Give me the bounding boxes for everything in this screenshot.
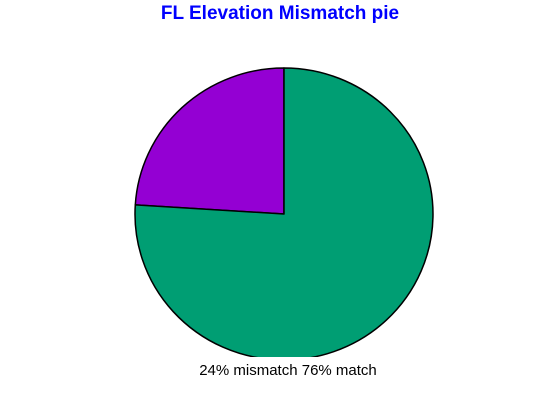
pie-slices [135, 68, 433, 360]
chart-title: FL Elevation Mismatch pie [161, 3, 399, 24]
chart-caption: 24% mismatch 76% match [199, 362, 377, 379]
pie-slice-mismatch [135, 68, 284, 214]
